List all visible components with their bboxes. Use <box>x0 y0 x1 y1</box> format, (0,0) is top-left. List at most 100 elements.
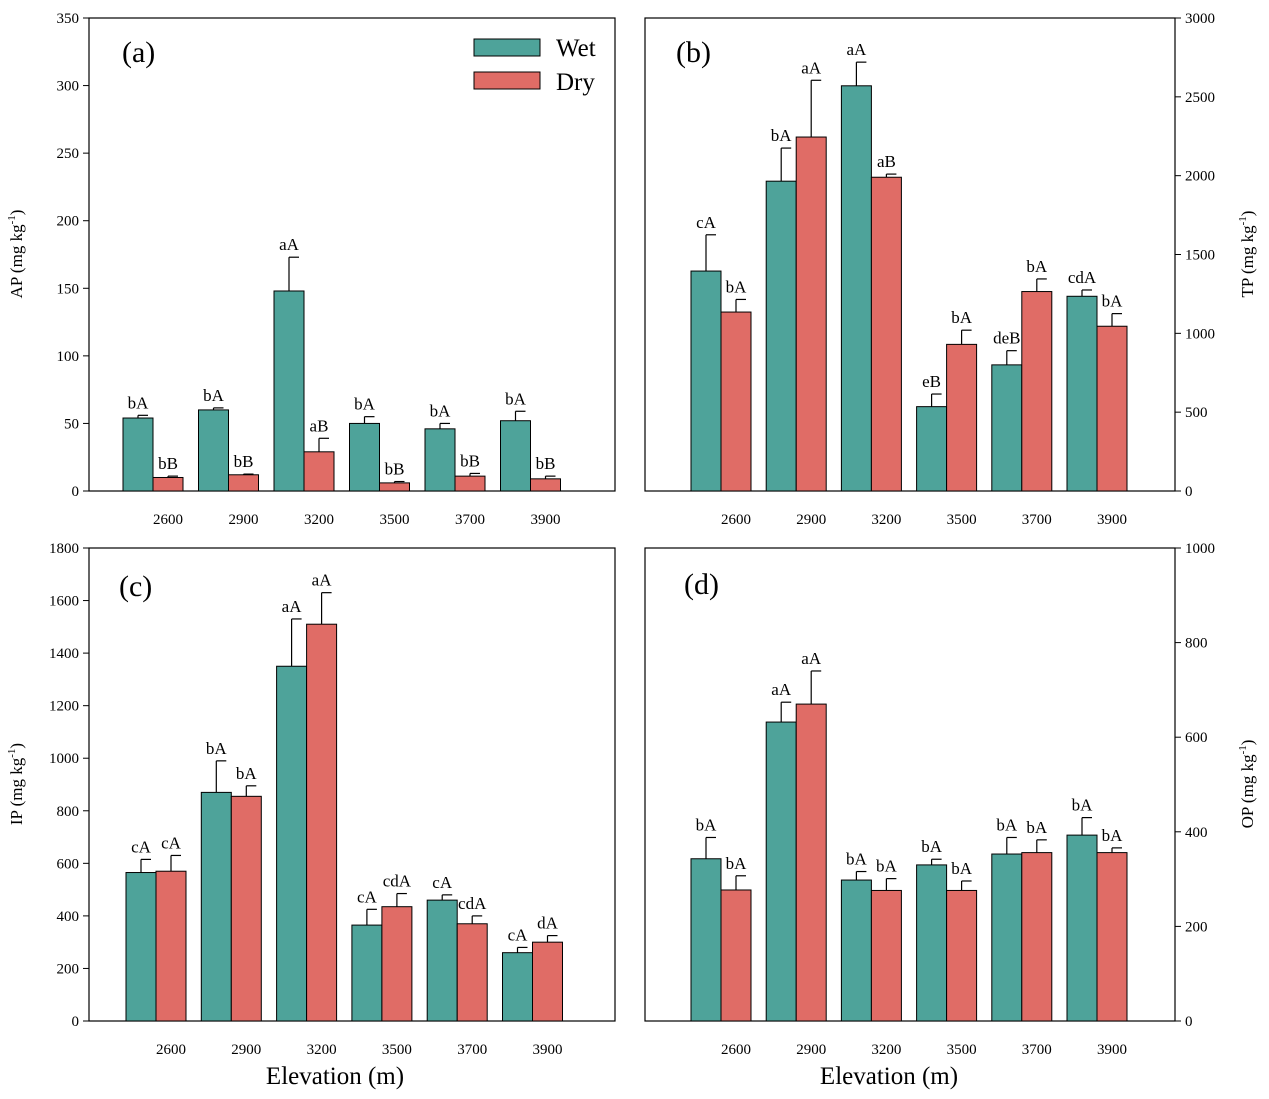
wet-bar <box>1066 834 1098 1022</box>
x-tick-label: 2600 <box>721 512 751 528</box>
y-tick-label: 1800 <box>49 541 79 557</box>
y-tick-label: 400 <box>1185 825 1208 841</box>
wet-bar <box>690 270 722 492</box>
x-tick-label: 3500 <box>947 1042 977 1058</box>
panel-d: 0 200 400 600 800 1000 OP (mg kg-1) (d) 2600 bA bA… <box>644 541 1257 1058</box>
wet-bar <box>991 364 1023 492</box>
x-tick-label: 2600 <box>153 512 183 528</box>
significance-label: eB <box>922 372 941 391</box>
significance-label: bA <box>996 815 1018 834</box>
significance-label: cA <box>357 887 378 906</box>
significance-label: cA <box>696 213 717 232</box>
dry-bar <box>306 623 338 1022</box>
panel-label: (a) <box>122 36 155 69</box>
significance-label: cA <box>432 873 453 892</box>
significance-label: bA <box>430 401 452 420</box>
y-axis-label: IP (mg kg-1) <box>6 743 26 825</box>
x-tick-label: 3500 <box>382 1042 412 1058</box>
wet-bar <box>349 422 380 492</box>
y-tick-label: 0 <box>1185 484 1193 500</box>
dry-bar <box>1096 325 1128 492</box>
legend-swatch-dry <box>473 71 541 90</box>
significance-label: cdA <box>458 894 487 913</box>
significance-label: bB <box>234 452 254 471</box>
x-tick-label: 3200 <box>304 512 334 528</box>
plot-frame <box>644 547 1176 1022</box>
significance-label: bB <box>536 454 556 473</box>
dry-bar <box>530 478 561 492</box>
x-tick-label: 3900 <box>533 1042 563 1058</box>
significance-label: bA <box>951 859 973 878</box>
significance-label: bB <box>158 454 178 473</box>
y-tick-label: 1500 <box>1185 248 1215 264</box>
dry-bar <box>720 311 752 492</box>
wet-bar <box>351 924 383 1022</box>
wet-bar <box>690 858 722 1022</box>
significance-label: cA <box>508 925 529 944</box>
significance-label: bA <box>128 393 150 412</box>
y-tick-label: 1600 <box>49 594 79 610</box>
y-tick-label: 350 <box>57 11 80 27</box>
x-axis-title-left: Elevation (m) <box>266 1063 404 1090</box>
significance-label: cdA <box>383 872 412 891</box>
significance-label: aA <box>312 571 333 590</box>
significance-label: cA <box>131 837 152 856</box>
y-tick-label: 2000 <box>1185 169 1215 185</box>
dry-bar <box>795 703 827 1022</box>
wet-bar <box>198 409 229 492</box>
y-tick-label: 200 <box>57 214 80 230</box>
y-tick-label: 1400 <box>49 646 79 662</box>
significance-label: aB <box>310 416 329 435</box>
significance-label: bA <box>1026 818 1048 837</box>
x-tick-label: 3500 <box>947 512 977 528</box>
y-tick-label: 200 <box>1185 919 1208 935</box>
significance-label: aA <box>279 235 300 254</box>
y-tick-label: 500 <box>1185 405 1208 421</box>
y-axis-label: TP (mg kg-1) <box>1237 211 1257 298</box>
wet-bar <box>916 406 948 492</box>
x-tick-label: 2600 <box>721 1042 751 1058</box>
significance-label: bB <box>385 460 405 479</box>
significance-label: bA <box>206 739 228 758</box>
y-tick-label: 800 <box>1185 636 1208 652</box>
significance-label: bA <box>1072 796 1094 815</box>
dry-bar <box>870 176 902 492</box>
wet-bar <box>765 721 797 1022</box>
y-tick-label: 250 <box>57 146 80 162</box>
y-tick-label: 150 <box>57 281 80 297</box>
legend-label-wet: Wet <box>556 35 596 62</box>
significance-label: bA <box>726 854 748 873</box>
significance-label: aA <box>771 680 792 699</box>
wet-bar <box>840 879 872 1022</box>
wet-bar <box>916 864 948 1022</box>
wet-bar <box>273 290 305 492</box>
y-tick-label: 1000 <box>1185 326 1215 342</box>
dry-bar <box>303 451 335 492</box>
x-tick-label: 3200 <box>307 1042 337 1058</box>
x-tick-label: 3700 <box>1022 512 1052 528</box>
wet-bar <box>840 85 872 492</box>
y-axis-label: OP (mg kg-1) <box>1237 740 1257 829</box>
y-tick-label: 200 <box>57 961 80 977</box>
x-tick-label: 3900 <box>531 512 561 528</box>
y-tick-label: 50 <box>64 416 79 432</box>
significance-label: bA <box>236 764 258 783</box>
panel-a: 0 50 100 150 200 250 300 350 AP (mg kg-1) (a) 2600… <box>6 11 616 528</box>
significance-label: cdA <box>1068 268 1097 287</box>
dry-bar <box>155 870 187 1022</box>
significance-label: bA <box>771 126 793 145</box>
dry-bar <box>532 941 563 1022</box>
wet-bar <box>125 872 157 1022</box>
significance-label: aA <box>801 58 822 77</box>
significance-label: bA <box>726 277 748 296</box>
wet-bar <box>502 952 533 1022</box>
significance-label: bB <box>460 451 480 470</box>
dry-bar <box>720 889 752 1022</box>
significance-label: bA <box>505 389 527 408</box>
significance-label: aA <box>846 40 867 59</box>
wet-bar <box>122 417 154 492</box>
y-tick-label: 1000 <box>49 751 79 767</box>
dry-bar <box>1096 852 1128 1022</box>
significance-label: bA <box>876 857 898 876</box>
y-axis-label: AP (mg kg-1) <box>6 210 26 299</box>
